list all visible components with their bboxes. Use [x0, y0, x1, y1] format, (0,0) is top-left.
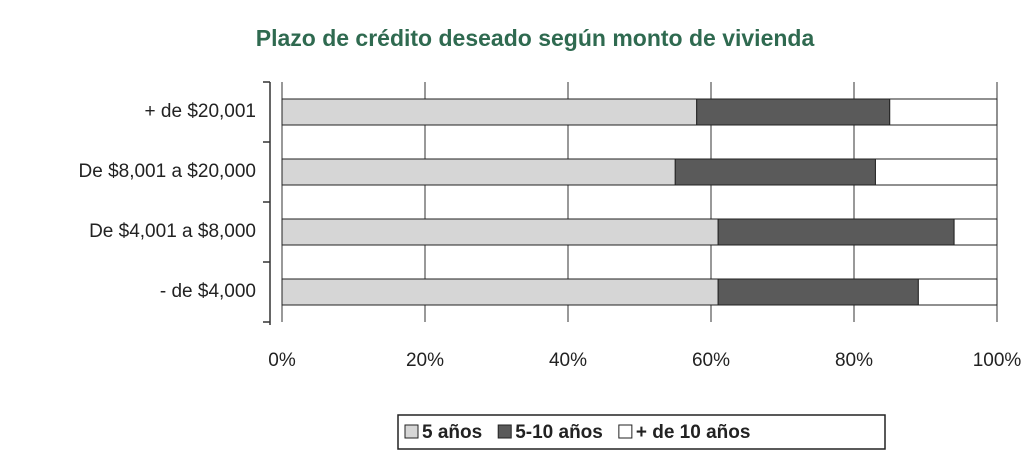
y-tick-label: De $4,001 a $8,000 — [89, 221, 256, 242]
bar-segment — [917, 278, 998, 306]
x-tick-label: 0% — [268, 350, 296, 371]
y-tick-label: - de $4,000 — [160, 281, 256, 302]
bar-segment — [717, 278, 919, 306]
legend-label: 5-10 años — [515, 422, 603, 443]
bar-segment — [281, 278, 719, 306]
bar-segment — [281, 158, 676, 186]
chart-title: Plazo de crédito deseado según monto de … — [256, 25, 815, 51]
legend-label: 5 años — [422, 422, 482, 443]
y-tick-label: + de $20,001 — [145, 101, 256, 122]
x-tick-label: 80% — [835, 350, 873, 371]
bar-segment — [281, 218, 719, 246]
legend-swatch — [404, 424, 419, 439]
bar-segment — [874, 158, 998, 186]
legend-swatch — [618, 424, 633, 439]
bar-segment — [889, 98, 998, 126]
x-tick-label: 100% — [973, 350, 1022, 371]
x-tick-label: 60% — [692, 350, 730, 371]
legend-box — [397, 414, 886, 450]
bar-segment — [696, 98, 891, 126]
bar-segment — [953, 218, 998, 246]
x-tick-label: 20% — [406, 350, 444, 371]
legend-label: + de 10 años — [636, 422, 751, 443]
x-tick-label: 40% — [549, 350, 587, 371]
bar-segment — [717, 218, 955, 246]
bar-segment — [674, 158, 876, 186]
legend-swatch — [497, 424, 512, 439]
y-tick-label: De $8,001 a $20,000 — [79, 161, 257, 182]
bar-segment — [281, 98, 698, 126]
